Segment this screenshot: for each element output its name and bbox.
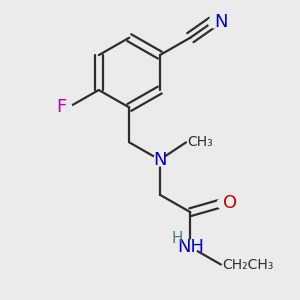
Text: NH: NH bbox=[177, 238, 204, 256]
Circle shape bbox=[217, 198, 228, 209]
Text: N: N bbox=[214, 14, 227, 32]
Text: O: O bbox=[223, 194, 237, 212]
Circle shape bbox=[61, 102, 72, 113]
Circle shape bbox=[154, 154, 166, 166]
Circle shape bbox=[208, 17, 219, 28]
Text: N: N bbox=[153, 151, 166, 169]
Text: CH₂CH₃: CH₂CH₃ bbox=[223, 257, 274, 272]
Text: H: H bbox=[172, 231, 183, 246]
Circle shape bbox=[183, 240, 197, 254]
Text: F: F bbox=[56, 98, 67, 116]
Text: CH₃: CH₃ bbox=[188, 135, 214, 149]
